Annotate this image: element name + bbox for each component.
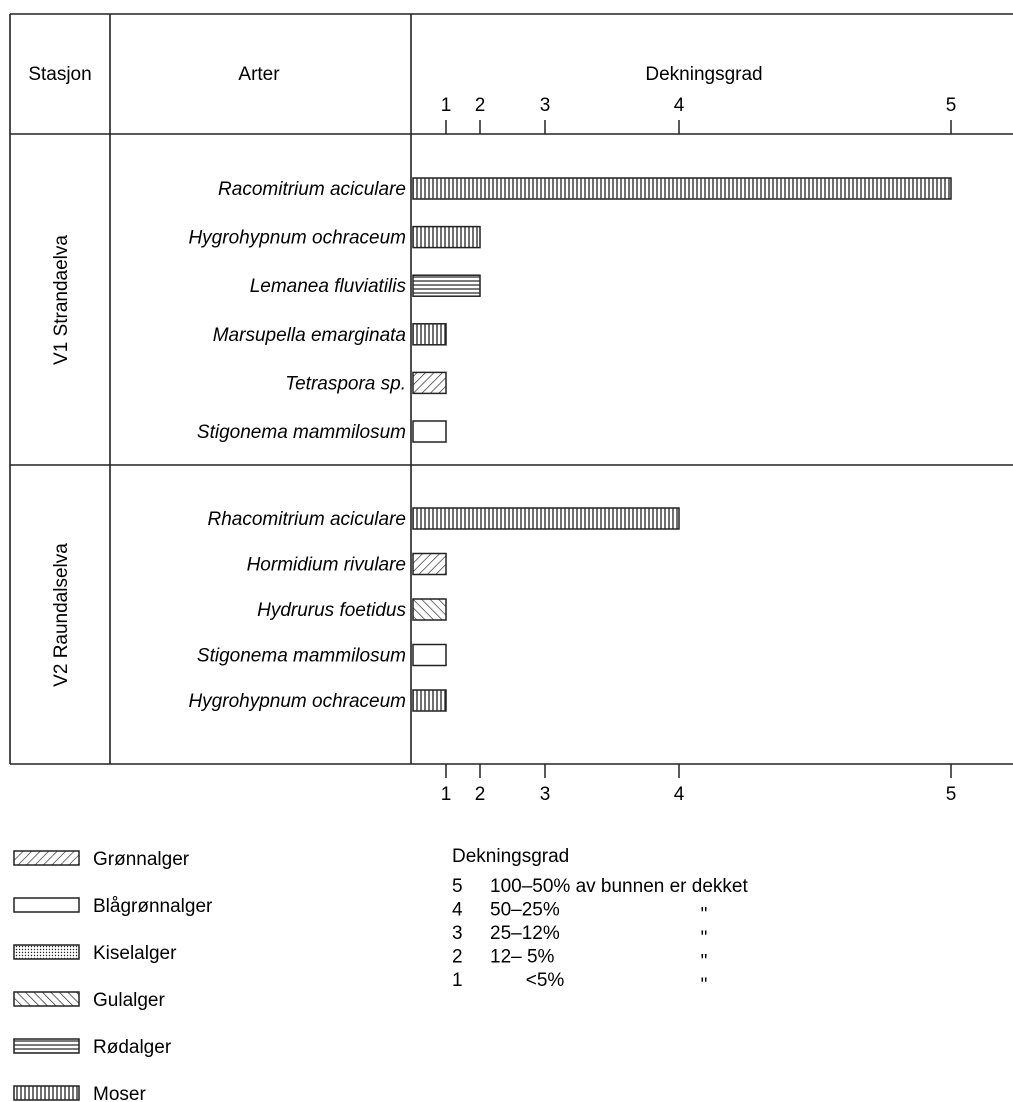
species-label: Racomitrium aciculare [218, 179, 406, 200]
table-frame [9, 13, 1013, 765]
legend-label: Blågrønnalger [93, 896, 213, 917]
key-level: 1 [452, 970, 463, 991]
key-range: 25–12% [490, 923, 560, 944]
legend-swatch [13, 1085, 80, 1101]
coverage-bar [412, 598, 447, 621]
coverage-bar [412, 274, 481, 297]
key-level: 4 [452, 900, 463, 921]
coverage-bar [412, 689, 447, 712]
coverage-bar [412, 323, 447, 346]
coverage-bar [412, 507, 680, 530]
coverage-bar [412, 420, 447, 443]
key-range: 100–50% av bunnen er dekket [490, 876, 748, 897]
station-label: V2 Raundalselva [51, 543, 72, 687]
top-tick-label: 4 [674, 95, 685, 116]
top-tick-label: 1 [441, 95, 452, 116]
legend-swatch [13, 944, 80, 960]
legend-label: Kiselalger [93, 943, 177, 964]
legend-swatch [13, 897, 80, 913]
legend-label: Rødalger [93, 1037, 172, 1058]
key-range: <5% [526, 970, 565, 991]
legend-swatch [13, 1038, 80, 1054]
header-station: Stasjon [28, 64, 91, 85]
species-label: Hygrohypnum ochraceum [188, 691, 406, 712]
top-tick-label: 3 [540, 95, 551, 116]
legend-label: Moser [93, 1084, 146, 1102]
species-labels: Racomitrium aciculare Hygrohypnum ochrace… [188, 179, 406, 712]
bottom-tick-label: 3 [540, 784, 551, 805]
species-label: Stigonema mammilosum [197, 422, 406, 443]
species-label: Stigonema mammilosum [197, 646, 406, 667]
bars [412, 177, 952, 712]
header-scale: Dekningsgrad [645, 64, 762, 85]
key-range: 50–25% [490, 900, 560, 921]
legend-swatch [13, 850, 80, 866]
coverage-key: Dekningsgrad 5 100–50% av bunnen er dekket… [452, 846, 748, 996]
station-label: V1 Strandaelva [51, 235, 72, 365]
coverage-bar [412, 552, 447, 576]
legend: Grønnalger Blågrønnalger Kiselalger Gulalge… [13, 849, 213, 1102]
species-label: Marsupella emarginata [213, 325, 406, 346]
station-labels: V1 Strandaelva V2 Raundalselva [51, 235, 72, 687]
coverage-bar [412, 371, 447, 395]
species-label: Lemanea fluviatilis [250, 276, 407, 297]
bottom-tick-label: 2 [475, 784, 486, 805]
coverage-bar [412, 225, 481, 249]
header-species: Arter [238, 64, 280, 85]
species-label: Hormidium rivulare [247, 555, 406, 576]
coverage-bar [412, 643, 447, 667]
top-tick-label: 2 [475, 95, 486, 116]
top-axis: 1 2 3 4 5 [441, 95, 957, 134]
bottom-tick-label: 1 [441, 784, 452, 805]
key-level: 3 [452, 923, 463, 944]
key-ditto: " [701, 905, 708, 926]
key-ditto: " [701, 975, 708, 996]
top-tick-label: 5 [946, 95, 957, 116]
key-level: 5 [452, 876, 463, 897]
species-label: Hydrurus foetidus [257, 600, 406, 621]
bottom-tick-label: 4 [674, 784, 685, 805]
key-level: 2 [452, 947, 463, 968]
species-label: Tetraspora sp. [285, 373, 406, 394]
bottom-axis: 1 2 3 4 5 [441, 764, 957, 805]
species-label: Rhacomitrium aciculare [207, 509, 406, 530]
species-label: Hygrohypnum ochraceum [188, 228, 406, 249]
legend-label: Gulalger [93, 990, 165, 1011]
legend-swatch [13, 991, 80, 1007]
coverage-bar [412, 177, 952, 200]
key-ditto: " [701, 952, 708, 973]
key-range: 12– 5% [490, 947, 555, 968]
legend-label: Grønnalger [93, 849, 190, 870]
key-ditto: " [701, 928, 708, 949]
bottom-tick-label: 5 [946, 784, 957, 805]
key-title: Dekningsgrad [452, 846, 569, 867]
